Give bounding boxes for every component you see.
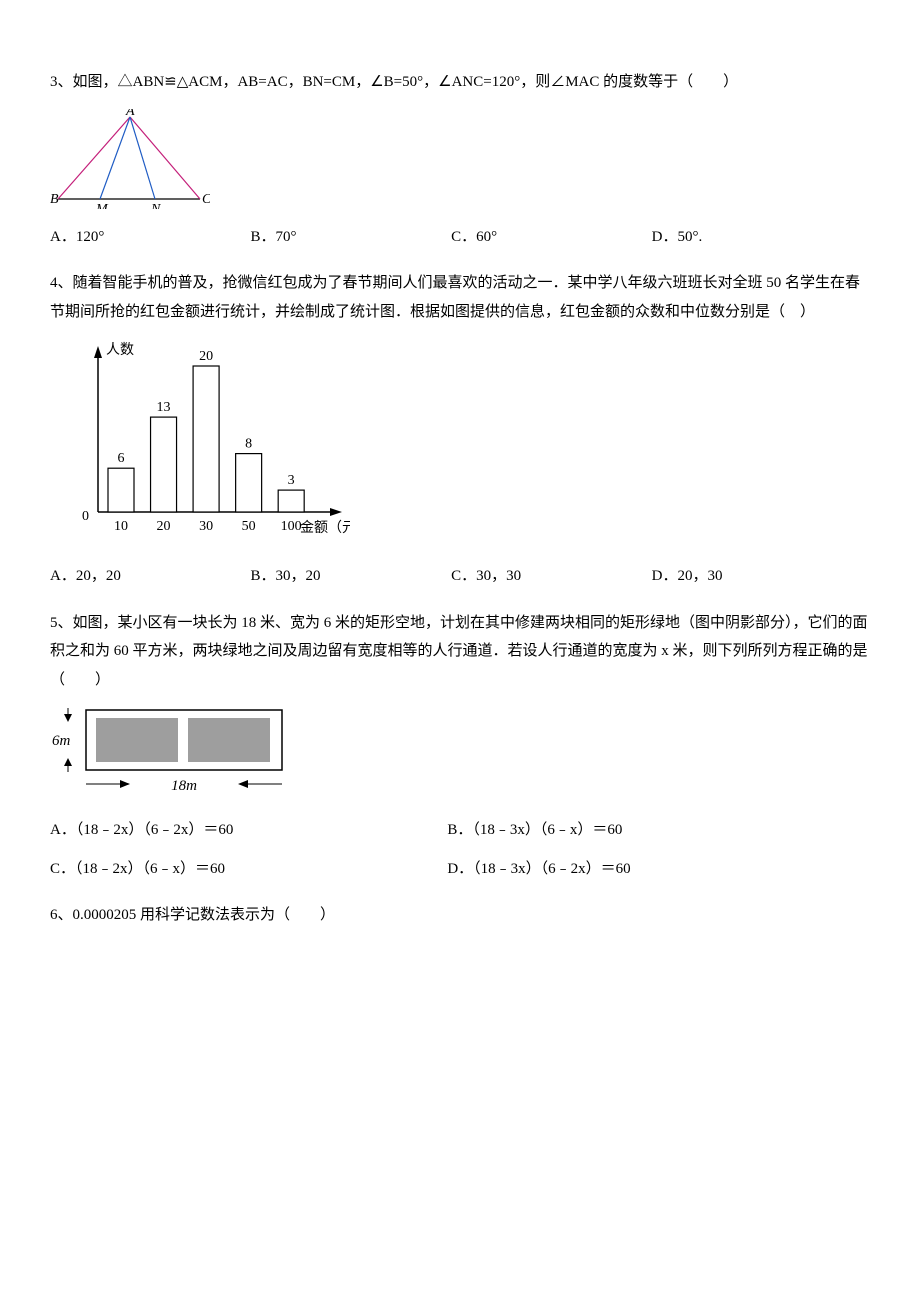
svg-text:20: 20	[157, 519, 171, 534]
q3-option-a: A．120°	[50, 223, 247, 252]
question-3-text: 3、如图，△ABN≌△ACM，AB=AC，BN=CM，∠B=50°，∠ANC=1…	[50, 68, 870, 97]
svg-text:C: C	[202, 192, 210, 207]
svg-text:10: 10	[114, 519, 128, 534]
question-5-text: 5、如图，某小区有一块长为 18 米、宽为 6 米的矩形空地，计划在其中修建两块…	[50, 609, 870, 695]
svg-text:6: 6	[118, 451, 125, 466]
q4-option-a: A．20，20	[50, 562, 247, 591]
svg-text:18m: 18m	[171, 778, 197, 794]
q3-option-b: B．70°	[251, 223, 448, 252]
question-4-text: 4、随着智能手机的普及，抢微信红包成为了春节期间人们最喜欢的活动之一．某中学八年…	[50, 269, 870, 326]
svg-text:M: M	[95, 202, 109, 209]
q3-option-d: D．50°.	[652, 223, 849, 252]
question-5-figure: 6m 18m	[50, 706, 870, 802]
q5-option-c: C．（18﹣2x）（6﹣x）＝60	[50, 855, 444, 884]
question-3-figure: A B M N C	[50, 109, 870, 209]
question-3: 3、如图，△ABN≌△ACM，AB=AC，BN=CM，∠B=50°，∠ANC=1…	[50, 68, 870, 251]
svg-text:20: 20	[199, 349, 213, 364]
q4-option-c: C．30，30	[451, 562, 648, 591]
question-6: 6、0.0000205 用科学记数法表示为（ ）	[50, 901, 870, 930]
svg-text:人数: 人数	[106, 342, 134, 358]
question-4-chart: 0 人数金额（元） 6 10 13 20 20 30 8 50 3 100	[50, 338, 870, 548]
rectangle-lot-svg: 6m 18m	[50, 706, 290, 802]
q3-option-c: C．60°	[451, 223, 648, 252]
q5-option-a: A．（18﹣2x）（6﹣2x）＝60	[50, 816, 444, 845]
question-3-options: A．120° B．70° C．60° D．50°.	[50, 223, 870, 252]
svg-text:3: 3	[288, 473, 295, 488]
question-6-text: 6、0.0000205 用科学记数法表示为（ ）	[50, 901, 870, 930]
svg-text:金额（元）: 金额（元）	[300, 520, 350, 536]
svg-text:0: 0	[82, 509, 89, 524]
svg-text:6m: 6m	[52, 733, 71, 749]
q4-option-b: B．30，20	[251, 562, 448, 591]
q4-option-d: D．20，30	[652, 562, 849, 591]
q5-option-b: B．（18﹣3x）（6﹣x）＝60	[447, 816, 841, 845]
svg-text:A: A	[125, 109, 135, 119]
question-4: 4、随着智能手机的普及，抢微信红包成为了春节期间人们最喜欢的活动之一．某中学八年…	[50, 269, 870, 591]
triangle-figure-svg: A B M N C	[50, 109, 210, 209]
q5-option-d: D．（18﹣3x）（6﹣2x）＝60	[447, 855, 841, 884]
svg-text:B: B	[50, 192, 59, 207]
svg-text:8: 8	[245, 437, 252, 452]
svg-text:N: N	[150, 202, 161, 209]
question-4-options: A．20，20 B．30，20 C．30，30 D．20，30	[50, 562, 870, 591]
svg-text:100: 100	[281, 519, 302, 534]
question-5: 5、如图，某小区有一块长为 18 米、宽为 6 米的矩形空地，计划在其中修建两块…	[50, 609, 870, 884]
question-5-options: A．（18﹣2x）（6﹣2x）＝60 B．（18﹣3x）（6﹣x）＝60 C．（…	[50, 816, 870, 883]
bar-chart-svg: 0 人数金额（元） 6 10 13 20 20 30 8 50 3 100	[50, 338, 350, 548]
svg-text:30: 30	[199, 519, 213, 534]
svg-text:13: 13	[157, 400, 171, 415]
svg-text:50: 50	[242, 519, 256, 534]
